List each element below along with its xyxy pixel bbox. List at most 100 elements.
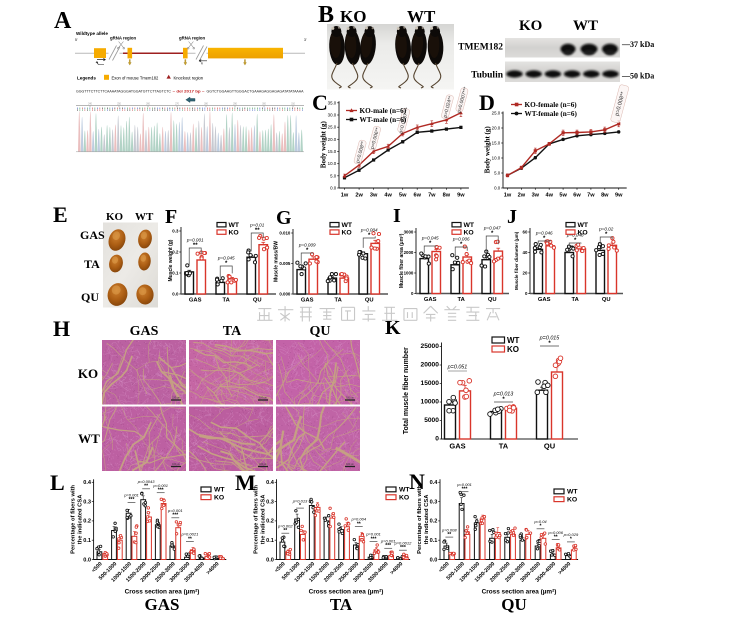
svg-text:Tubulin: Tubulin [471,71,504,81]
svg-text:280: 280 [204,103,209,105]
svg-text:TA: TA [223,298,231,304]
svg-text:20.0: 20.0 [328,137,337,142]
svg-text:2w: 2w [518,193,526,199]
svg-text:J: J [507,206,517,228]
svg-text:Muscle mass/BW: Muscle mass/BW [274,241,280,282]
svg-text:QU: QU [253,298,262,304]
svg-text:1000: 1000 [404,271,414,276]
svg-text:0.0: 0.0 [266,557,274,563]
svg-text:***: *** [158,488,164,494]
svg-text:*: * [299,503,301,509]
svg-text:KO: KO [578,229,588,236]
svg-text:*: * [429,241,432,247]
svg-text:2000: 2000 [404,250,414,255]
svg-text:*: * [605,232,608,238]
svg-text:KO: KO [229,229,239,236]
svg-text:0.000: 0.000 [279,292,291,297]
svg-text:10.0: 10.0 [328,161,337,166]
svg-text:*: * [460,242,463,248]
svg-text:0.005: 0.005 [279,261,291,266]
svg-text:0.3: 0.3 [430,499,438,505]
svg-text:G: G [276,207,292,229]
svg-text:KO: KO [342,229,352,236]
svg-text:100 µm: 100 µm [259,464,267,466]
svg-text:p=0.001: p=0.001 [167,508,183,513]
svg-text:TA: TA [223,324,242,339]
svg-text:30.0: 30.0 [328,113,337,118]
svg-text:TA: TA [330,595,353,614]
svg-text:E: E [53,202,68,227]
svg-text:1w: 1w [341,193,349,199]
svg-text:I: I [393,205,401,227]
svg-text:p=0.02: p=0.02 [598,227,614,232]
svg-text:**: ** [283,528,287,534]
svg-text:***: *** [172,513,178,519]
svg-text:*: * [540,524,542,530]
svg-text:250: 250 [117,103,122,105]
svg-text:***: *** [385,543,391,549]
svg-text:WT: WT [78,431,100,446]
svg-text:KO: KO [567,496,577,503]
svg-text:WT: WT [573,18,598,34]
svg-text:WT: WT [407,7,436,26]
svg-text:9w: 9w [457,193,465,199]
svg-text:Exon of mouse Tmem182: Exon of mouse Tmem182 [112,75,160,80]
svg-text:GAS: GAS [301,298,314,304]
svg-text:the indicated CSA: the indicated CSA [424,494,430,544]
svg-text:WT: WT [578,222,589,229]
svg-text:Wildtype allele: Wildtype allele [76,31,108,36]
svg-text:QU: QU [544,442,555,451]
svg-text:KO: KO [464,229,474,236]
svg-text:GAS: GAS [538,297,551,303]
svg-text:WT: WT [214,487,225,494]
svg-text:0.0: 0.0 [494,186,501,191]
svg-text:KO-female (n=6): KO-female (n=6) [525,101,578,109]
svg-text:WT-male (n=6): WT-male (n=6) [360,116,407,124]
svg-text:p=0.001: p=0.001 [456,482,472,487]
svg-text:GAS: GAS [130,324,159,339]
svg-text:WT-female (n=6): WT-female (n=6) [525,110,578,118]
svg-text:K: K [385,317,401,339]
svg-text:GGGTTTCTTCTTCAAAATAGGGATGGATGT: GGGTTTCTTCTTCAAAATAGGGATGGATGTTCTTAGTCTC [76,90,172,94]
svg-text:QU: QU [310,324,331,339]
svg-text:20000: 20000 [421,362,440,369]
svg-text:KO-male (n=6): KO-male (n=6) [360,107,407,115]
svg-text:7w: 7w [428,193,436,199]
svg-text:KO: KO [106,211,124,223]
svg-text:TA: TA [335,298,343,304]
svg-text:KO: KO [78,366,98,381]
svg-text:p=0.01: p=0.01 [249,223,265,228]
svg-text:***: *** [400,545,406,551]
svg-text:N: N [409,469,425,494]
svg-text:—50 kDa: —50 kDa [621,72,654,81]
svg-text:p=0.046: p=0.046 [535,231,553,236]
svg-text:KO: KO [340,7,366,26]
svg-text:the indicated CSA: the indicated CSA [78,494,84,544]
svg-text:5.0: 5.0 [494,171,501,176]
svg-text:***: *** [371,536,377,542]
svg-text:WT: WT [135,211,154,223]
svg-text:~ del 2017 bp ~: ~ del 2017 bp ~ [173,90,205,94]
svg-text:GGTCTGGAAGTTGGGACTGAAAGAGGAGAG: GGTCTGGAAGTTGGGACTGAAAGAGGAGAGATATATAAAA [207,90,305,94]
svg-text:40: 40 [523,250,528,255]
svg-text:WT: WT [399,487,410,494]
svg-text:p=0.001: p=0.001 [365,532,381,537]
svg-text:240: 240 [88,103,93,105]
svg-text:gRNA region: gRNA region [110,36,136,41]
svg-text:p=0.0043: p=0.0043 [137,479,156,484]
svg-text:R: R [201,62,203,66]
svg-text:***: *** [129,497,135,503]
svg-text:3': 3' [304,38,307,42]
svg-text:p=0.024**: p=0.024** [442,96,454,119]
svg-text:Cross section area (µm²): Cross section area (µm²) [309,589,384,596]
svg-text:0.2: 0.2 [83,519,91,525]
svg-text:10.0: 10.0 [492,156,501,161]
svg-text:5w: 5w [399,193,407,199]
svg-text:0.0: 0.0 [430,557,438,563]
svg-text:TMEM182: TMEM182 [458,43,503,53]
svg-text:0.0: 0.0 [330,186,337,191]
svg-text:270: 270 [175,103,180,105]
svg-text:*: * [491,231,494,237]
svg-text:Percentage of fibers with: Percentage of fibers with [417,484,423,553]
svg-text:p=0.013: p=0.013 [292,498,308,503]
